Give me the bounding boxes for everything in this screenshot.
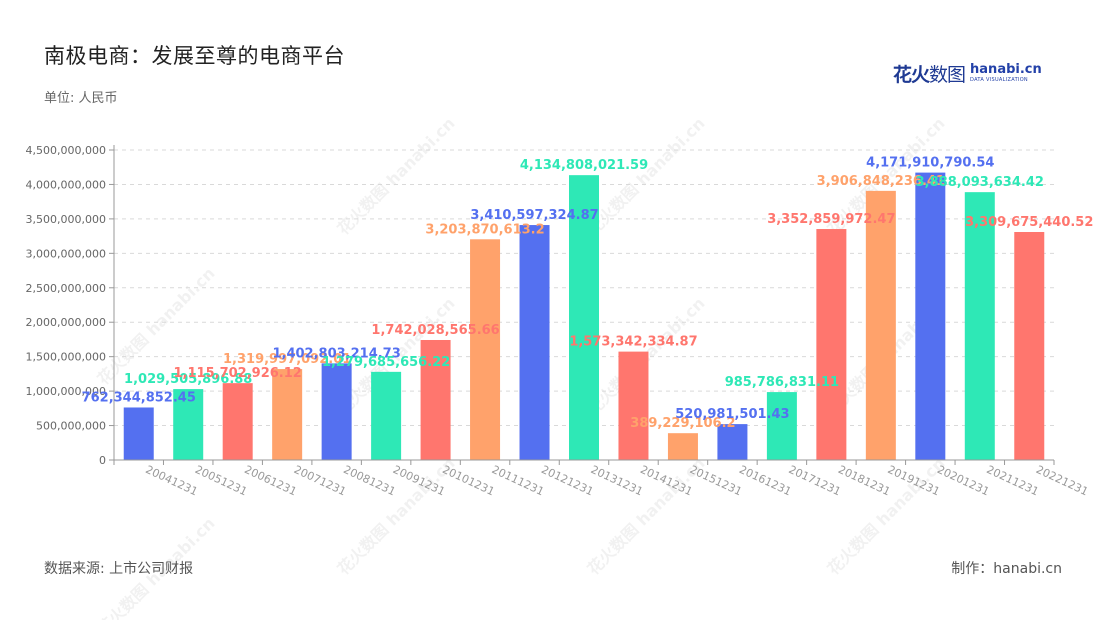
x-axis: 2004123120051231200612312007123120081231… bbox=[113, 459, 1090, 498]
x-tick-label: 20071231 bbox=[292, 463, 348, 498]
x-tick-label: 20151231 bbox=[688, 463, 744, 498]
bar bbox=[915, 172, 946, 461]
bar bbox=[173, 389, 204, 460]
bar bbox=[816, 229, 847, 460]
data-label: 3,352,859,972.47 bbox=[767, 212, 895, 227]
logo-cn: 花火数图 bbox=[893, 60, 966, 87]
x-tick-label: 20171231 bbox=[787, 463, 843, 498]
y-tick-label: 4,500,000,000 bbox=[26, 144, 106, 157]
data-label: 762,344,852.45 bbox=[82, 390, 196, 405]
logo-en: hanabi.cn DATA VISUALIZATION bbox=[970, 63, 1042, 83]
x-tick-label: 20081231 bbox=[341, 463, 397, 498]
x-tick-label: 20221231 bbox=[1034, 463, 1090, 498]
bar bbox=[1014, 232, 1045, 460]
x-tick-label: 20041231 bbox=[143, 463, 199, 498]
x-tick-label: 20111231 bbox=[490, 463, 546, 498]
x-tick-label: 20181231 bbox=[836, 463, 892, 498]
x-tick-label: 20211231 bbox=[985, 463, 1041, 498]
data-label: 1,742,028,565.66 bbox=[371, 323, 499, 338]
bars bbox=[123, 172, 1045, 461]
data-label: 1,029,505,896.88 bbox=[124, 372, 252, 387]
data-source: 数据来源: 上市公司财报 bbox=[44, 561, 194, 577]
bar bbox=[420, 339, 451, 460]
bar bbox=[569, 175, 599, 461]
bar bbox=[470, 239, 501, 460]
data-label: 520,981,501.43 bbox=[675, 407, 789, 422]
bar bbox=[766, 392, 797, 460]
data-label: 1,279,685,656.22 bbox=[322, 355, 450, 370]
logo-subtitle: DATA VISUALIZATION bbox=[970, 77, 1028, 83]
data-label: 3,203,870,613.2 bbox=[425, 222, 544, 237]
y-tick-label: 4,000,000,000 bbox=[26, 178, 106, 191]
data-label: 1,115,702,926.12 bbox=[174, 366, 302, 381]
bar bbox=[964, 192, 995, 460]
x-tick-label: 20201231 bbox=[935, 463, 991, 498]
watermark-text: 花火数图 hanabi.cn bbox=[584, 114, 709, 239]
data-label: 389,229,106.2 bbox=[630, 416, 735, 431]
data-label: 3,888,093,634.42 bbox=[916, 175, 1044, 190]
y-tick-label: 1,500,000,000 bbox=[26, 351, 106, 364]
y-tick-label: 500,000,000 bbox=[36, 420, 106, 433]
x-tick-label: 20131231 bbox=[589, 463, 645, 498]
page-title: 南极电商：发展至尊的电商平台 bbox=[44, 44, 345, 68]
data-label: 4,134,808,021.59 bbox=[520, 158, 648, 173]
bar bbox=[321, 363, 352, 460]
data-label: 1,319,997,092.01 bbox=[223, 352, 351, 367]
data-label: 1,573,342,334.87 bbox=[569, 335, 697, 350]
y-tick-label: 1,000,000,000 bbox=[26, 385, 106, 398]
logo-cn-bold: 花火 bbox=[893, 63, 930, 86]
bar bbox=[717, 424, 748, 460]
logo-brand: hanabi.cn bbox=[970, 62, 1042, 77]
data-labels: 762,344,852.45 1,029,505,896.881,115,702,… bbox=[82, 156, 1094, 432]
x-tick-label: 20101231 bbox=[440, 463, 496, 498]
data-label: 1,402,803,214.73 bbox=[272, 346, 400, 361]
bar bbox=[865, 190, 896, 460]
watermark-text: 花火数图 hanabi.cn bbox=[334, 114, 459, 239]
x-tick-label: 20161231 bbox=[737, 463, 793, 498]
y-tick-label: 2,500,000,000 bbox=[26, 282, 106, 295]
bar bbox=[519, 225, 550, 460]
y-tick-label: 0 bbox=[99, 454, 106, 467]
credit: 制作：hanabi.cn bbox=[951, 561, 1062, 577]
data-label: 985,786,831.11 bbox=[725, 375, 839, 390]
logo-cn-light: 数图 bbox=[929, 63, 966, 86]
bar bbox=[123, 407, 154, 460]
brand-logo: 花火数图 hanabi.cn DATA VISUALIZATION bbox=[893, 60, 1042, 86]
bar bbox=[272, 369, 303, 460]
bar bbox=[667, 433, 698, 460]
unit-label: 单位: 人民币 bbox=[44, 91, 118, 106]
data-label: 3,410,597,324.87 bbox=[470, 208, 598, 223]
data-label: 3,309,675,440.52 bbox=[965, 215, 1093, 230]
data-label: 3,906,848,236.41 bbox=[817, 174, 945, 189]
y-tick-label: 2,000,000,000 bbox=[26, 316, 106, 329]
y-axis: 0 500,000,000 1,000,000,000 1,500,000,000 2,… bbox=[26, 144, 115, 467]
bar bbox=[371, 371, 402, 460]
bar bbox=[222, 383, 253, 460]
y-tick-label: 3,500,000,000 bbox=[26, 213, 106, 226]
x-tick-label: 20121231 bbox=[539, 463, 595, 498]
data-label: 4,171,910,790.54 bbox=[866, 156, 994, 171]
bar bbox=[618, 351, 649, 460]
y-tick-label: 3,000,000,000 bbox=[26, 247, 106, 260]
x-tick-label: 20061231 bbox=[242, 463, 298, 498]
x-tick-label: 20051231 bbox=[193, 463, 249, 498]
